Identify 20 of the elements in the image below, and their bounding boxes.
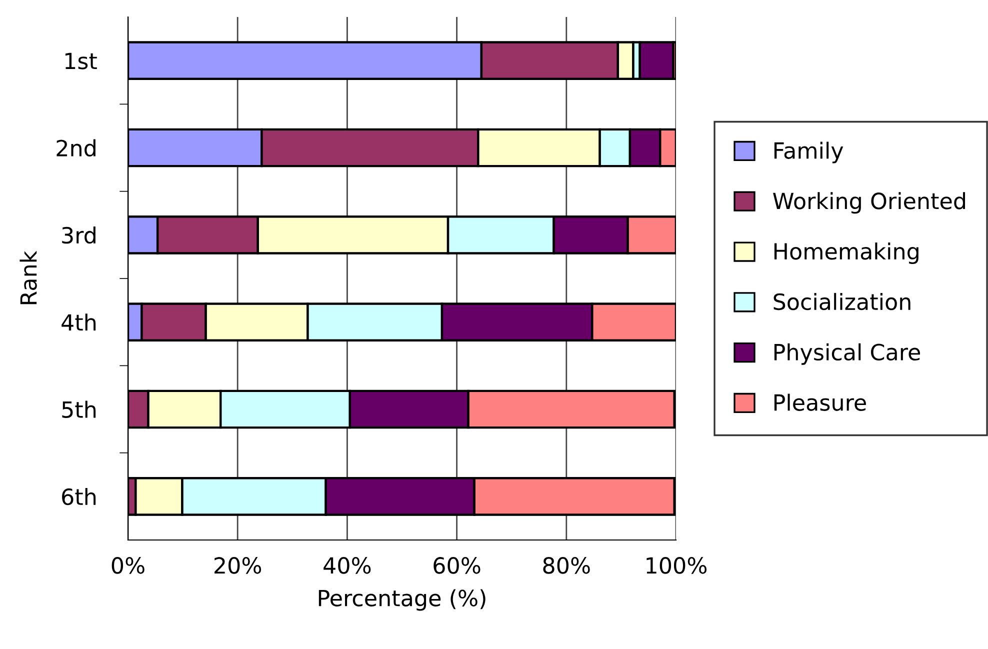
legend-label: Working Oriented — [773, 192, 966, 214]
legend-label: Pleasure — [774, 394, 866, 411]
legend-label: Socialization — [774, 292, 910, 310]
y-tick-label: 6th — [62, 488, 96, 506]
x-tick-label: 80% — [543, 557, 590, 574]
x-tick-label: 100% — [646, 557, 707, 574]
x-tick-label: 0% — [112, 557, 144, 574]
x-tick-label: 20% — [214, 557, 262, 574]
y-tick-label: 5th — [62, 400, 96, 418]
x-axis-title: Percentage (%) — [318, 589, 486, 611]
y-tick-label: 1st — [65, 52, 97, 70]
x-tick-label: 60% — [434, 557, 480, 574]
legend-label: Homemaking — [774, 242, 918, 264]
y-tick-label: 2nd — [56, 139, 96, 157]
y-tick-label: 3rd — [62, 226, 96, 244]
legend-label: Physical Care — [774, 343, 920, 365]
x-tick-label: 40% — [324, 557, 371, 574]
y-tick-label: 4th — [62, 314, 96, 331]
legend-label: Family — [774, 142, 844, 164]
y-axis-title: Rank — [20, 250, 37, 304]
